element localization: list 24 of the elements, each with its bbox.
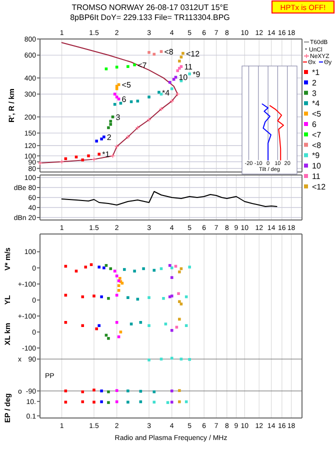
text: 3 (116, 112, 120, 122)
legend-label: 11 (312, 172, 321, 181)
chart-subtitle: 8pBP6It DoY= 229.133 File= TR113304.BPG (70, 13, 230, 22)
legend-label: *9 (312, 151, 320, 160)
text: <12 (186, 49, 200, 58)
legend-label: 3 (312, 88, 317, 98)
text: <5 (122, 80, 131, 90)
legend-label: <5 (312, 110, 322, 119)
text: 6 (122, 95, 126, 104)
legend-label: *1 (312, 68, 320, 77)
text: *9 (192, 70, 200, 79)
legend-label: <7 (312, 130, 322, 140)
legend-label: 2 (312, 78, 317, 88)
chart-title: TROMSO NORWAY 26-08-17 0312UT 15°E (72, 3, 228, 12)
legend-label: 6 (312, 120, 317, 129)
text: 11 (184, 62, 193, 72)
text: <8 (164, 48, 174, 57)
text: *1 (102, 150, 110, 160)
legend-label: *4 (312, 99, 320, 108)
legend-label: <8 (312, 140, 322, 150)
text: 10 (178, 73, 188, 82)
legend-label: <12 (312, 182, 326, 192)
text: *4 (162, 88, 170, 98)
text: 2 (106, 132, 112, 142)
